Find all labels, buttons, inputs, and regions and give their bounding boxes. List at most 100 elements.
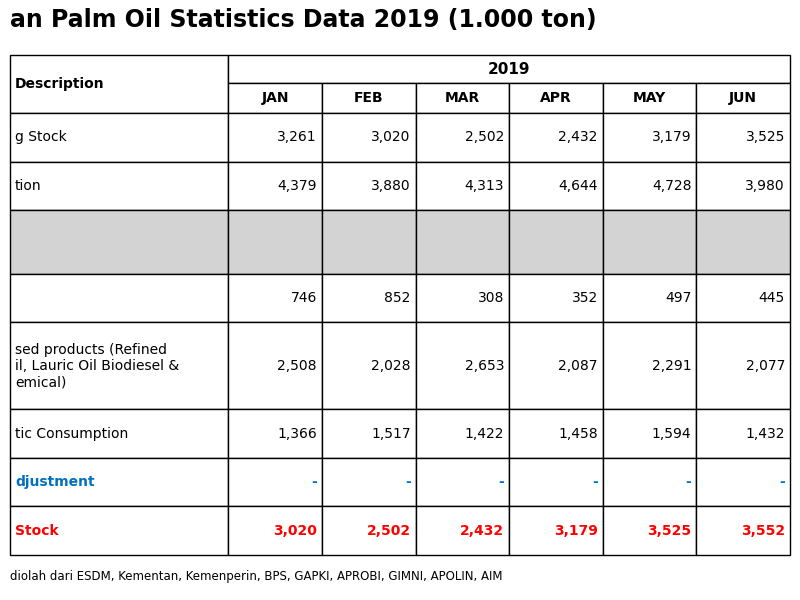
Text: 4,379: 4,379 xyxy=(278,179,317,193)
Text: 445: 445 xyxy=(758,291,785,305)
Text: 746: 746 xyxy=(290,291,317,305)
Text: -: - xyxy=(779,475,785,489)
Bar xyxy=(416,83,510,113)
Text: 1,422: 1,422 xyxy=(465,427,504,440)
Bar xyxy=(10,274,229,322)
Bar xyxy=(697,322,790,409)
Bar xyxy=(10,161,229,210)
Bar xyxy=(603,506,697,555)
Bar xyxy=(697,161,790,210)
Bar xyxy=(416,506,510,555)
Bar xyxy=(603,458,697,506)
Bar xyxy=(229,506,322,555)
Text: 2,291: 2,291 xyxy=(652,359,691,373)
Bar xyxy=(510,506,603,555)
Bar xyxy=(510,322,603,409)
Text: 2,077: 2,077 xyxy=(746,359,785,373)
Text: -: - xyxy=(405,475,410,489)
Bar xyxy=(229,113,322,161)
Bar xyxy=(603,161,697,210)
Bar xyxy=(322,210,416,274)
Bar xyxy=(510,210,603,274)
Text: -: - xyxy=(592,475,598,489)
Text: diolah dari ESDM, Kementan, Kemenperin, BPS, GAPKI, APROBI, GIMNI, APOLIN, AIM: diolah dari ESDM, Kementan, Kemenperin, … xyxy=(10,570,502,583)
Text: 2019: 2019 xyxy=(488,61,530,76)
Bar xyxy=(697,113,790,161)
Bar xyxy=(697,458,790,506)
Bar xyxy=(416,409,510,458)
Bar xyxy=(603,83,697,113)
Bar xyxy=(10,113,229,161)
Bar xyxy=(603,113,697,161)
Text: 2,653: 2,653 xyxy=(465,359,504,373)
Text: 1,517: 1,517 xyxy=(371,427,410,440)
Text: 3,179: 3,179 xyxy=(554,524,598,538)
Bar xyxy=(416,161,510,210)
Bar xyxy=(322,506,416,555)
Bar xyxy=(697,506,790,555)
Text: 4,313: 4,313 xyxy=(465,179,504,193)
Text: MAR: MAR xyxy=(445,91,480,105)
Bar xyxy=(510,83,603,113)
Text: 3,020: 3,020 xyxy=(273,524,317,538)
Bar xyxy=(416,274,510,322)
Bar xyxy=(322,322,416,409)
Bar xyxy=(229,322,322,409)
Bar xyxy=(697,83,790,113)
Bar xyxy=(416,113,510,161)
Bar xyxy=(322,113,416,161)
Bar xyxy=(697,409,790,458)
Bar xyxy=(322,458,416,506)
Text: tion: tion xyxy=(15,179,42,193)
Text: 352: 352 xyxy=(571,291,598,305)
Text: MAY: MAY xyxy=(633,91,666,105)
Text: 2,502: 2,502 xyxy=(465,130,504,144)
Bar xyxy=(10,322,229,409)
Text: 2,087: 2,087 xyxy=(558,359,598,373)
Bar xyxy=(510,409,603,458)
Text: an Palm Oil Statistics Data 2019 (1.000 ton): an Palm Oil Statistics Data 2019 (1.000 … xyxy=(10,8,597,32)
Bar xyxy=(697,274,790,322)
Text: 3,880: 3,880 xyxy=(371,179,410,193)
Text: 1,594: 1,594 xyxy=(652,427,691,440)
Bar xyxy=(510,274,603,322)
Bar xyxy=(510,458,603,506)
Bar xyxy=(229,55,790,83)
Text: sed products (Refined
il, Lauric Oil Biodiesel &
emical): sed products (Refined il, Lauric Oil Bio… xyxy=(15,343,179,389)
Text: 3,020: 3,020 xyxy=(371,130,410,144)
Text: g Stock: g Stock xyxy=(15,130,66,144)
Bar xyxy=(603,274,697,322)
Text: 3,980: 3,980 xyxy=(746,179,785,193)
Text: Description: Description xyxy=(15,77,105,91)
Text: 2,432: 2,432 xyxy=(460,524,504,538)
Text: 2,508: 2,508 xyxy=(278,359,317,373)
Bar xyxy=(229,274,322,322)
Text: 308: 308 xyxy=(478,291,504,305)
Bar xyxy=(10,458,229,506)
Bar xyxy=(229,458,322,506)
Text: 4,728: 4,728 xyxy=(652,179,691,193)
Text: APR: APR xyxy=(540,91,572,105)
Text: 3,261: 3,261 xyxy=(278,130,317,144)
Text: 1,458: 1,458 xyxy=(558,427,598,440)
Bar xyxy=(229,83,322,113)
Text: -: - xyxy=(498,475,504,489)
Bar xyxy=(10,55,229,113)
Bar xyxy=(603,322,697,409)
Bar xyxy=(603,409,697,458)
Text: 4,644: 4,644 xyxy=(558,179,598,193)
Text: djustment: djustment xyxy=(15,475,94,489)
Text: 3,525: 3,525 xyxy=(746,130,785,144)
Bar xyxy=(322,409,416,458)
Text: JAN: JAN xyxy=(262,91,289,105)
Bar xyxy=(322,83,416,113)
Bar xyxy=(10,506,229,555)
Text: 3,179: 3,179 xyxy=(652,130,691,144)
Text: 497: 497 xyxy=(665,291,691,305)
Text: 2,502: 2,502 xyxy=(366,524,410,538)
Bar xyxy=(510,113,603,161)
Bar xyxy=(229,210,322,274)
Bar xyxy=(416,458,510,506)
Bar xyxy=(229,161,322,210)
Text: tic Consumption: tic Consumption xyxy=(15,427,128,440)
